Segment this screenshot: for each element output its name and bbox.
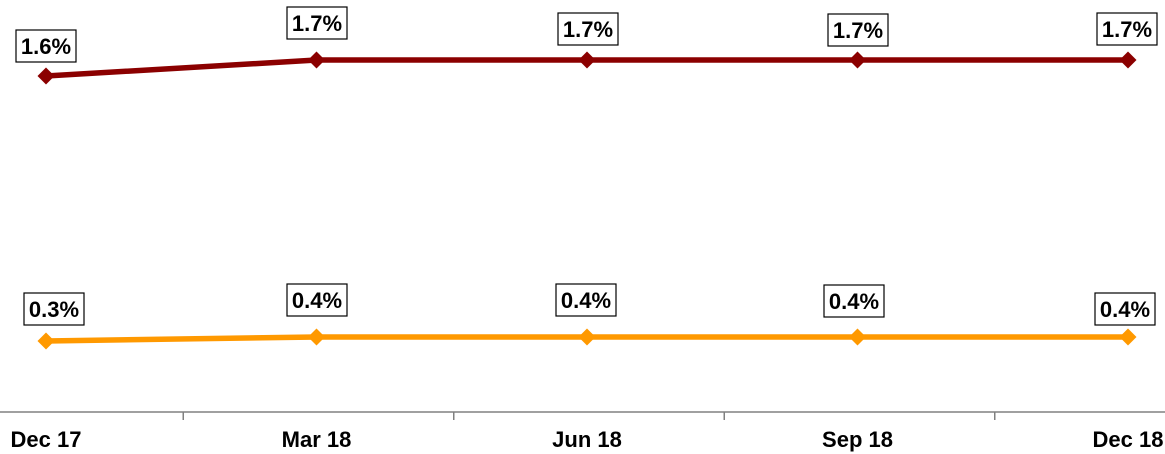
data-label: 1.7% (286, 6, 348, 40)
data-label-box (286, 283, 348, 317)
data-label: 0.4% (1094, 292, 1156, 326)
data-label: 1.7% (557, 12, 619, 46)
data-point-marker (578, 51, 596, 69)
x-axis: Dec 17 Mar 18 Jun 18 Sep 18 Dec 18 (0, 411, 1165, 452)
data-label-box (15, 29, 77, 63)
data-label-text: 0.4% (1100, 297, 1150, 322)
data-label-box (555, 283, 617, 317)
data-label: 0.4% (555, 283, 617, 317)
series-2: 0.3% 0.4% 0.4% 0.4% 0.4% (23, 283, 1156, 350)
data-point-marker (849, 328, 866, 346)
data-label-box (823, 284, 885, 318)
data-point-marker (308, 328, 325, 346)
data-label: 0.4% (286, 283, 348, 317)
data-label: 1.7% (1096, 12, 1158, 46)
data-label-box (23, 292, 85, 326)
x-tick-label: Dec 18 (1093, 427, 1164, 452)
data-label: 1.6% (15, 29, 77, 63)
data-point-marker (578, 328, 596, 346)
x-tick-label: Sep 18 (822, 427, 893, 452)
data-label-text: 0.4% (829, 289, 879, 314)
data-label-box (827, 13, 889, 47)
data-point-marker (849, 51, 866, 69)
data-label: 0.3% (23, 292, 85, 326)
data-label-text: 1.7% (292, 11, 342, 36)
data-label-text: 1.7% (833, 18, 883, 43)
data-label-text: 0.4% (292, 288, 342, 313)
series-1: 1.6% 1.7% 1.7% 1.7% 1.7% (15, 6, 1158, 85)
data-label-box (286, 6, 348, 40)
data-point-marker (1119, 51, 1137, 69)
data-point-marker (37, 67, 55, 85)
data-point-marker (308, 51, 325, 69)
data-label-box (1094, 292, 1156, 326)
x-tick-label: Mar 18 (282, 427, 352, 452)
data-label-text: 1.7% (1102, 17, 1152, 42)
data-point-marker (37, 332, 55, 350)
data-label-text: 0.4% (561, 288, 611, 313)
data-label: 0.4% (823, 284, 885, 318)
x-tick-label: Jun 18 (552, 427, 622, 452)
data-point-marker (1119, 328, 1137, 346)
x-tick-label: Dec 17 (11, 427, 82, 452)
series-layer: 1.6% 1.7% 1.7% 1.7% 1.7% 0.3% 0.4% 0.4% 0.4% 0.4% (15, 6, 1158, 350)
data-label-box (1096, 12, 1158, 46)
data-label-text: 1.7% (563, 17, 613, 42)
data-label-box (557, 12, 619, 46)
data-label-text: 0.3% (29, 297, 79, 322)
data-label-text: 1.6% (21, 34, 71, 59)
data-label: 1.7% (827, 13, 889, 47)
